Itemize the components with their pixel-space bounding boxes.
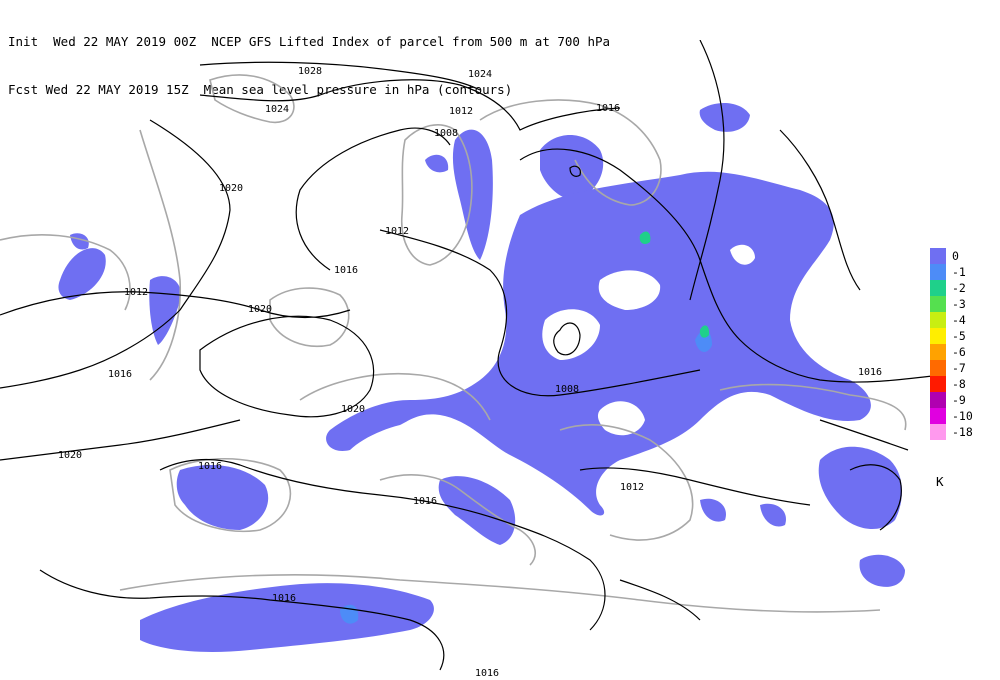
isobar-label-1012-c: 1012 (385, 226, 409, 237)
color-legend: 0 -1 -2 -3 -4 -5 -6 -7 -8 -9 -10 -18 (930, 248, 973, 440)
legend-row: -9 (930, 392, 973, 408)
legend-label: -7 (952, 361, 966, 375)
legend-swatch (930, 392, 946, 408)
lifted-index-strong (340, 231, 712, 624)
legend-row: -3 (930, 296, 973, 312)
isobar-label-1016-bottom: 1016 (475, 668, 499, 679)
legend-swatch (930, 408, 946, 424)
legend-row: -18 (930, 424, 973, 440)
isobar-label-1016-c: 1016 (334, 265, 358, 276)
isobar-label-1020-c: 1020 (248, 304, 272, 315)
legend-label: -4 (952, 313, 966, 327)
isobar-label-1012-n: 1012 (449, 106, 473, 117)
isobar-label-1012-se: 1012 (620, 482, 644, 493)
isobar-label-1020-w: 1020 (219, 183, 243, 194)
isobar-label-1024: 1024 (265, 104, 289, 115)
header-init-line: Init Wed 22 MAY 2019 00Z NCEP GFS Lifted… (8, 34, 611, 49)
legend-swatch (930, 424, 946, 440)
legend-row: -7 (930, 360, 973, 376)
legend-swatch (930, 376, 946, 392)
isobar-label-1016-africa: 1016 (272, 593, 296, 604)
legend-swatch (930, 248, 946, 264)
legend-row: -10 (930, 408, 973, 424)
legend-unit: K (936, 474, 944, 489)
isobar-label-1008-s: 1008 (555, 384, 579, 395)
isobar-label-1020-s: 1020 (341, 404, 365, 415)
legend-row: 0 (930, 248, 973, 264)
legend-row: -5 (930, 328, 973, 344)
isobar-label-1024-b: 1024 (468, 69, 492, 80)
legend-swatch (930, 264, 946, 280)
lifted-index-areas (58, 103, 905, 652)
legend-label: 0 (952, 249, 959, 263)
legend-swatch (930, 344, 946, 360)
legend-label: -10 (952, 409, 973, 423)
isobar-label-1020-sw: 1020 (58, 450, 82, 461)
legend-label: -5 (952, 329, 966, 343)
legend-label: -8 (952, 377, 966, 391)
isobar-label-1016-med: 1016 (413, 496, 437, 507)
legend-swatch (930, 296, 946, 312)
isobar-label-1028: 1028 (298, 66, 322, 77)
legend-label: -2 (952, 281, 966, 295)
header-forecast-line: Fcst Wed 22 MAY 2019 15Z Mean sea level … (8, 82, 513, 97)
isobar-labels: 1028 1024 1024 1016 1012 1008 1020 1012 … (58, 66, 882, 679)
legend-swatch (930, 280, 946, 296)
legend-row: -8 (930, 376, 973, 392)
isobar-label-1016-w: 1016 (108, 369, 132, 380)
isobar-label-1008-n: 1008 (434, 128, 458, 139)
legend-row: -2 (930, 280, 973, 296)
legend-row: -4 (930, 312, 973, 328)
isobar-label-1016-ne: 1016 (596, 103, 620, 114)
legend-row: -1 (930, 264, 973, 280)
isobar-label-1016-iberia: 1016 (198, 461, 222, 472)
legend-label: -1 (952, 265, 966, 279)
legend-swatch (930, 360, 946, 376)
legend-label: -6 (952, 345, 966, 359)
map-header: Init Wed 22 MAY 2019 00Z NCEP GFS Lifted… (8, 2, 610, 114)
legend-label: -3 (952, 297, 966, 311)
legend-label: -9 (952, 393, 966, 407)
isobar-label-1012-w: 1012 (124, 287, 148, 298)
coastlines (0, 74, 907, 613)
legend-label: -18 (952, 425, 973, 439)
legend-swatch (930, 312, 946, 328)
legend-swatch (930, 328, 946, 344)
legend-row: -6 (930, 344, 973, 360)
isobar-label-1016-e: 1016 (858, 367, 882, 378)
isobars (0, 40, 941, 671)
